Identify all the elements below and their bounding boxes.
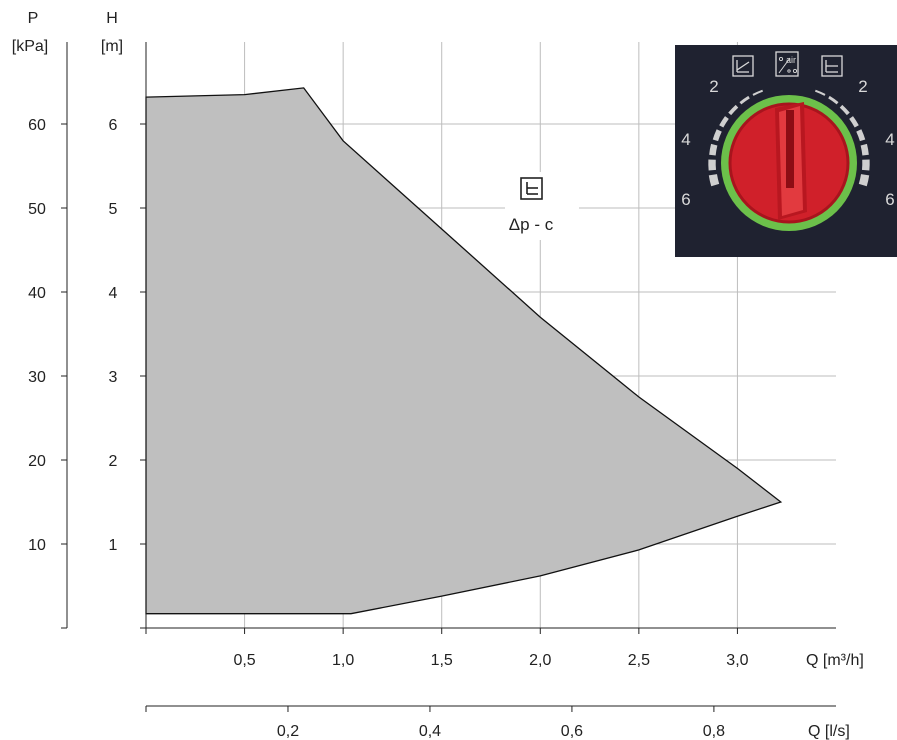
constant-pressure-icon	[520, 177, 543, 200]
pressure-tick-label: 20	[28, 453, 46, 470]
dial-right-scale-6: 6	[885, 190, 894, 209]
dial-left-scale-2: 2	[709, 77, 718, 96]
head-axis-unit: [m]	[101, 38, 123, 55]
dial-scale-dash	[814, 89, 826, 96]
flow-m3h-tick-label: 2,0	[529, 652, 551, 669]
dial-scale-dash	[828, 95, 839, 105]
head-tick-label: 2	[109, 453, 118, 470]
flow-m3h-tick-label: 0,5	[233, 652, 255, 669]
head-axis-title: H	[106, 10, 118, 27]
dial-right-scale-4: 4	[885, 130, 894, 149]
pressure-tick-label: 10	[28, 537, 46, 554]
dial-scale-dash	[752, 89, 764, 96]
pressure-tick-label: 50	[28, 201, 46, 218]
head-tick-label: 4	[109, 285, 118, 302]
mode-label: Δp - c	[509, 215, 554, 234]
mode-annotation: Δp - c	[505, 172, 579, 240]
dial-scale-dash	[856, 129, 866, 142]
flow-ls-tick-label: 0,6	[561, 723, 583, 740]
head-tick-label: 1	[109, 537, 118, 554]
dial-right-scale-2: 2	[858, 77, 867, 96]
pump-control-dial: air 2 4 6 2 4 6	[675, 45, 897, 257]
pressure-tick-label: 30	[28, 369, 46, 386]
dial-scale-dash	[708, 174, 720, 187]
head-tick-label: 6	[109, 117, 118, 134]
pressure-tick-label: 40	[28, 285, 46, 302]
dial-knob-slot	[786, 110, 794, 188]
dial-scale-dash	[712, 129, 722, 142]
dial-scale-dash	[709, 143, 718, 156]
air-venting-icon: air	[775, 51, 799, 77]
flow-ls-tick-label: 0,8	[703, 723, 725, 740]
flow-m3h-tick-label: 1,0	[332, 652, 354, 669]
dial-scale-dash	[839, 104, 850, 116]
dial-scale-dash	[719, 116, 729, 128]
dial-scale-dash	[728, 104, 739, 116]
pressure-axis-unit: [kPa]	[12, 38, 48, 55]
pressure-axis-title: P	[28, 10, 39, 27]
head-tick-label: 5	[109, 201, 118, 218]
flow-m3h-tick-label: 2,5	[628, 652, 650, 669]
flow-ls-tick-label: 0,4	[419, 723, 441, 740]
flow-ls-axis-title: Q [l/s]	[808, 723, 850, 740]
flow-ls-tick-label: 0,2	[277, 723, 299, 740]
dial-scale-dash	[860, 143, 869, 156]
proportional-pressure-icon	[732, 55, 754, 77]
axes	[61, 42, 836, 712]
flow-m3h-tick-label: 1,5	[431, 652, 453, 669]
dial-scale-dash	[739, 95, 750, 105]
dial-scale-dash	[849, 116, 859, 128]
pressure-tick-label: 60	[28, 117, 46, 134]
head-tick-label: 3	[109, 369, 118, 386]
operating-range-area	[145, 87, 783, 615]
dial-left-scale-4: 4	[681, 130, 690, 149]
constant-pressure-mode-icon	[821, 55, 843, 77]
dial-scale-dash	[858, 174, 870, 187]
tick-labels: 1 2 3 4 5 6 10 20 30 40 50 60 0,5 1,0 1,5 2,0 2,5 3,0 0,2 0…	[28, 117, 749, 740]
flow-m3h-axis-title: Q [m³/h]	[806, 652, 864, 669]
dial-scale-marks	[708, 89, 870, 187]
air-label: air	[786, 55, 796, 65]
dial-left-scale-6: 6	[681, 190, 690, 209]
flow-m3h-tick-label: 3,0	[726, 652, 748, 669]
